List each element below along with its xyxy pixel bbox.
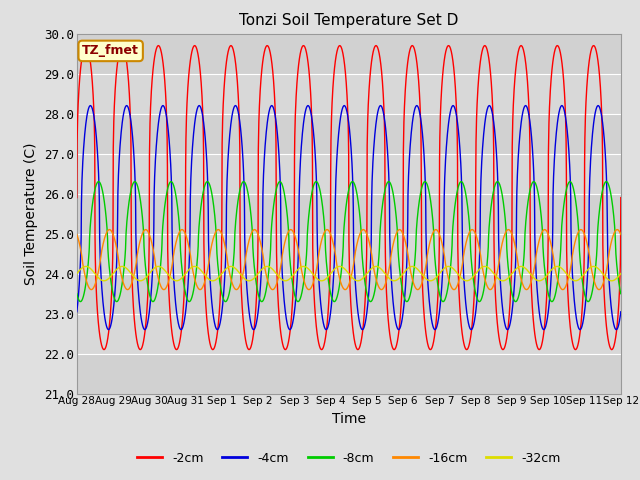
Bar <box>77 193 621 234</box>
Bar <box>77 354 621 394</box>
Legend: -2cm, -4cm, -8cm, -16cm, -32cm: -2cm, -4cm, -8cm, -16cm, -32cm <box>132 447 566 469</box>
Bar <box>77 34 621 73</box>
Bar <box>77 274 621 313</box>
Y-axis label: Soil Temperature (C): Soil Temperature (C) <box>24 143 38 285</box>
Title: Tonzi Soil Temperature Set D: Tonzi Soil Temperature Set D <box>239 13 458 28</box>
Text: TZ_fmet: TZ_fmet <box>82 44 139 58</box>
Bar <box>77 114 621 154</box>
X-axis label: Time: Time <box>332 412 366 426</box>
